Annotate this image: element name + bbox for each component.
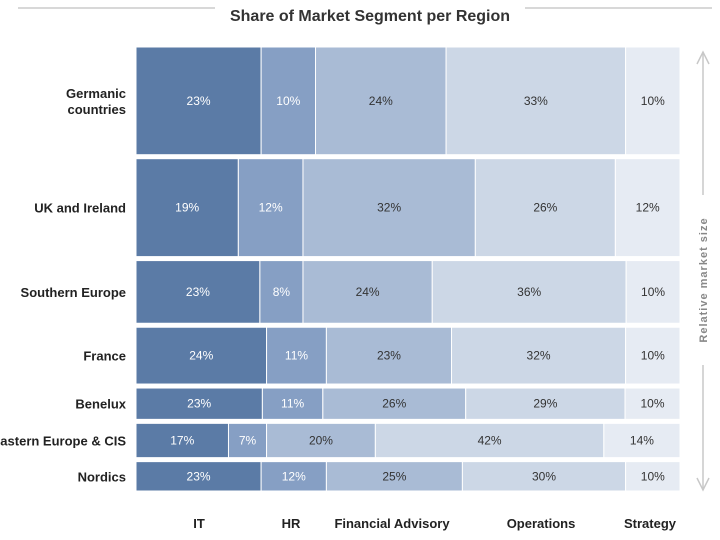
value-label-eastern-europe-cis-it: 17% xyxy=(170,434,194,448)
side-label-backdrop xyxy=(694,195,712,365)
bar-southern-europe-hr xyxy=(259,260,304,324)
value-label-benelux-operations: 29% xyxy=(533,397,557,411)
bar-nordics-it xyxy=(135,461,262,492)
category-label-germanic-countries-line-1: Germanic xyxy=(66,86,126,101)
bar-germanic-countries-it xyxy=(135,46,262,156)
bar-france-hr xyxy=(266,326,327,385)
category-label-germanic-countries-line-2: countries xyxy=(67,102,126,117)
bar-nordics-hr xyxy=(260,461,327,492)
segment-label-financial-advisory: Financial Advisory xyxy=(334,516,450,531)
segment-label-it: IT xyxy=(193,516,205,531)
value-label-uk-and-ireland-strategy: 12% xyxy=(636,201,660,215)
chart-title: Share of Market Segment per Region xyxy=(230,8,510,25)
value-label-uk-and-ireland-it: 19% xyxy=(175,201,199,215)
value-label-southern-europe-strategy: 10% xyxy=(641,285,665,299)
value-label-germanic-countries-hr: 10% xyxy=(276,94,300,108)
bar-france-it xyxy=(135,326,268,385)
value-label-nordics-operations: 30% xyxy=(532,469,556,483)
bar-germanic-countries-operations xyxy=(445,46,627,156)
bar-benelux-operations xyxy=(465,387,626,420)
value-label-southern-europe-it: 23% xyxy=(186,285,210,299)
segment-label-operations: Operations xyxy=(507,516,576,531)
bar-southern-europe-it xyxy=(135,260,261,324)
value-label-nordics-strategy: 10% xyxy=(641,469,665,483)
value-label-france-strategy: 10% xyxy=(641,349,665,363)
value-label-southern-europe-hr: 8% xyxy=(273,285,291,299)
bar-uk-and-ireland-it xyxy=(135,158,239,258)
segment-label-strategy: Strategy xyxy=(624,516,677,531)
bar-nordics-financial-advisory xyxy=(325,461,463,492)
category-label-france: France xyxy=(83,349,126,364)
bar-benelux-hr xyxy=(261,387,324,420)
bar-france-financial-advisory xyxy=(325,326,453,385)
value-label-benelux-strategy: 10% xyxy=(641,397,665,411)
value-label-france-operations: 32% xyxy=(527,349,551,363)
value-label-uk-and-ireland-financial-advisory: 32% xyxy=(377,201,401,215)
category-label-nordics: Nordics xyxy=(78,469,126,484)
value-label-uk-and-ireland-operations: 26% xyxy=(533,201,557,215)
value-label-southern-europe-financial-advisory: 24% xyxy=(356,285,380,299)
size-axis-arrow-top xyxy=(696,50,710,65)
value-label-france-it: 24% xyxy=(189,349,213,363)
value-label-benelux-it: 23% xyxy=(187,397,211,411)
category-label-eastern-europe-cis: Eastern Europe & CIS xyxy=(0,434,126,449)
bar-germanic-countries-hr xyxy=(260,46,317,156)
value-label-uk-and-ireland-hr: 12% xyxy=(259,201,283,215)
bar-benelux-strategy xyxy=(624,387,681,420)
bar-benelux-financial-advisory xyxy=(322,387,467,420)
bar-southern-europe-strategy xyxy=(625,260,681,324)
category-label-benelux: Benelux xyxy=(75,397,126,412)
value-label-eastern-europe-cis-strategy: 14% xyxy=(630,434,654,448)
bar-germanic-countries-financial-advisory xyxy=(315,46,447,156)
category-label-southern-europe: Southern Europe xyxy=(21,285,126,300)
value-label-nordics-it: 23% xyxy=(187,469,211,483)
bar-eastern-europe-cis-strategy xyxy=(603,422,681,459)
bar-france-strategy xyxy=(625,326,681,385)
bar-uk-and-ireland-operations xyxy=(474,158,616,258)
bar-uk-and-ireland-strategy xyxy=(614,158,681,258)
value-label-eastern-europe-cis-operations: 42% xyxy=(478,434,502,448)
value-label-germanic-countries-financial-advisory: 24% xyxy=(369,94,393,108)
segment-label-hr: HR xyxy=(282,516,301,531)
value-label-nordics-hr: 12% xyxy=(282,469,306,483)
category-label-uk-and-ireland: UK and Ireland xyxy=(34,201,126,216)
value-label-southern-europe-operations: 36% xyxy=(517,285,541,299)
value-label-eastern-europe-cis-hr: 7% xyxy=(239,434,257,448)
value-label-germanic-countries-it: 23% xyxy=(187,94,211,108)
bar-southern-europe-financial-advisory xyxy=(302,260,433,324)
bar-uk-and-ireland-hr xyxy=(237,158,304,258)
size-axis-arrow-bottom xyxy=(696,477,710,492)
value-label-benelux-hr: 11% xyxy=(281,397,304,411)
value-label-germanic-countries-operations: 33% xyxy=(524,94,548,108)
bar-eastern-europe-cis-it xyxy=(135,422,229,459)
value-label-france-hr: 11% xyxy=(285,349,308,363)
value-label-nordics-financial-advisory: 25% xyxy=(382,469,406,483)
bar-benelux-it xyxy=(135,387,263,420)
side-axis-label: Relative market size xyxy=(698,217,710,342)
value-label-eastern-europe-cis-financial-advisory: 20% xyxy=(309,434,333,448)
value-label-benelux-financial-advisory: 26% xyxy=(382,397,406,411)
value-label-germanic-countries-strategy: 10% xyxy=(641,94,665,108)
bar-uk-and-ireland-financial-advisory xyxy=(302,158,476,258)
bar-nordics-strategy xyxy=(625,461,681,492)
value-label-france-financial-advisory: 23% xyxy=(377,349,401,363)
bar-germanic-countries-strategy xyxy=(625,46,681,156)
bar-southern-europe-operations xyxy=(431,260,627,324)
bar-eastern-europe-cis-hr xyxy=(227,422,268,459)
